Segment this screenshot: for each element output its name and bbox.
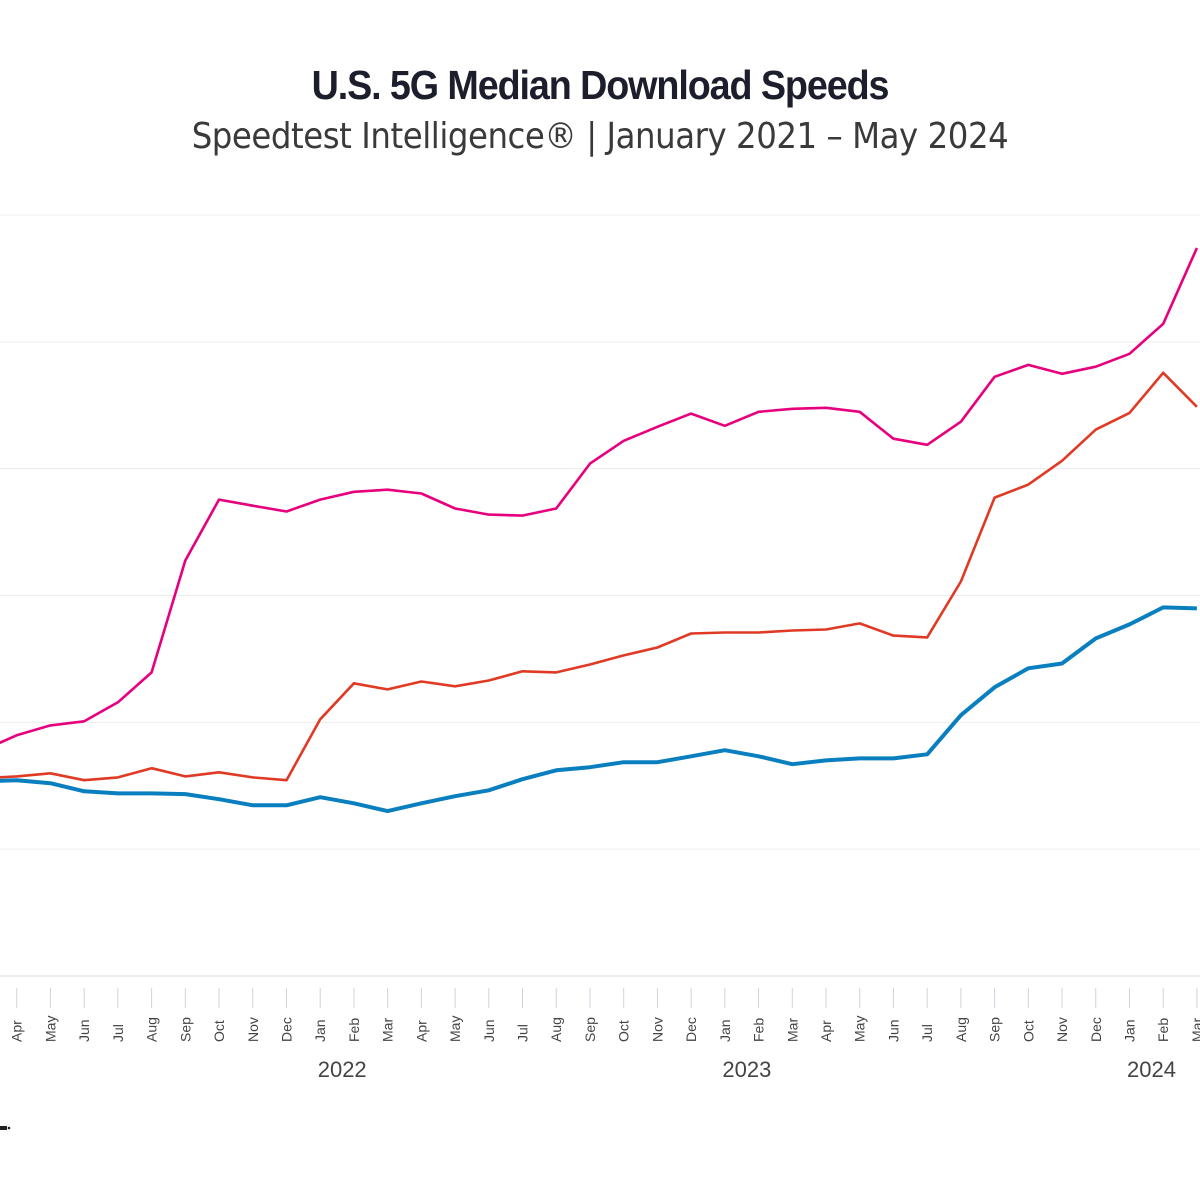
x-tick-label: Oct: [1020, 1020, 1036, 1042]
x-tick-label: May: [447, 1016, 463, 1042]
x-tick-label: Jan: [1121, 1019, 1137, 1042]
x-tick-label: Jul: [515, 1024, 531, 1042]
x-tick-label: Dec: [278, 1017, 294, 1042]
series-line-2: [0, 605, 1197, 814]
x-tick-label: May: [852, 1016, 868, 1042]
x-tick-label: Apr: [9, 1020, 25, 1042]
x-tick-label: Nov: [649, 1017, 665, 1042]
x-tick-label: Dec: [1088, 1017, 1104, 1042]
x-tick-label: Aug: [548, 1017, 564, 1042]
x-tick-label: Feb: [751, 1018, 767, 1042]
x-tick-label: Jun: [885, 1019, 901, 1042]
x-tick-label: Nov: [245, 1017, 261, 1042]
x-tick-label: May: [42, 1016, 58, 1042]
x-tick-label: Jun: [76, 1019, 92, 1042]
legend-fragment-dot: [7, 1126, 11, 1130]
x-tick-label: Apr: [413, 1020, 429, 1042]
x-tick-label: Dec: [683, 1017, 699, 1042]
year-label: 2022: [318, 1057, 367, 1082]
x-tick-label: Mar: [380, 1018, 396, 1042]
year-label: 2023: [722, 1057, 771, 1082]
x-tick-label: Oct: [211, 1020, 227, 1042]
x-tick-label: Aug: [953, 1017, 969, 1042]
x-tick-label: Mar: [784, 1018, 800, 1042]
x-tick-label: Jul: [110, 1024, 126, 1042]
x-tick-label: Jan: [717, 1019, 733, 1042]
year-label: 2024: [1127, 1057, 1176, 1082]
chart-subtitle: Speedtest Intelligence® | January 2021 –…: [191, 116, 1009, 157]
legend-fragment: [0, 1126, 7, 1130]
x-tick-label: Feb: [1155, 1018, 1171, 1042]
x-tick-label: Sep: [177, 1017, 193, 1042]
x-tick-label: Oct: [616, 1020, 632, 1042]
x-tick-label: Jul: [919, 1024, 935, 1042]
x-tick-label: Sep: [987, 1017, 1003, 1042]
x-tick-label: Jan: [312, 1019, 328, 1042]
x-tick-label: Feb: [346, 1018, 362, 1042]
x-tick-label: Aug: [144, 1017, 160, 1042]
x-tick-label: Jun: [481, 1019, 497, 1042]
x-tick-label: Sep: [582, 1017, 598, 1042]
x-tick-label: Apr: [818, 1020, 834, 1042]
chart-title: U.S. 5G Median Download Speeds: [311, 62, 890, 108]
x-tick-label: Mar: [1189, 1018, 1200, 1042]
x-tick-label: Nov: [1054, 1017, 1070, 1042]
